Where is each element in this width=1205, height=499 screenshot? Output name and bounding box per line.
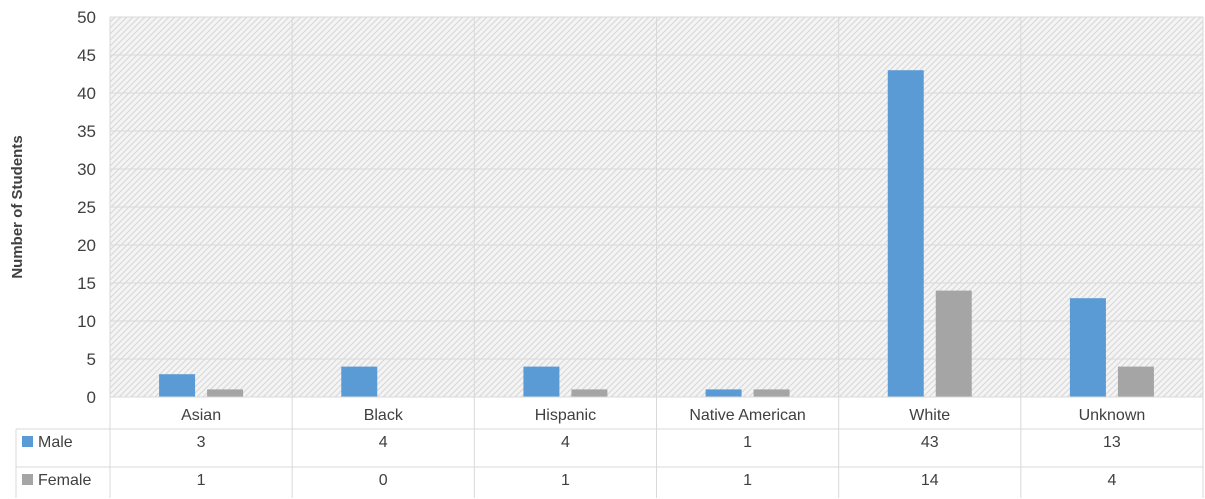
y-axis-label: Number of Students	[9, 135, 26, 278]
category-label: Asian	[181, 407, 221, 424]
y-tick-label: 0	[87, 388, 96, 407]
y-tick-label: 45	[77, 46, 96, 65]
table-cell-female: 0	[379, 472, 388, 489]
data-table: Asian Black Hispanic Native American White Un…	[15, 396, 1204, 499]
bar-male	[705, 389, 742, 397]
bar-male	[1069, 298, 1106, 397]
table-cell-female: 1	[197, 472, 206, 489]
y-tick-label: 15	[77, 274, 96, 293]
legend-key-male	[22, 436, 33, 447]
category-label: Black	[364, 407, 404, 424]
table-cell-female: 14	[921, 472, 939, 489]
bar-female	[753, 389, 790, 397]
table-cell-male: 13	[1103, 434, 1121, 451]
category-label: Unknown	[1079, 407, 1146, 424]
bar-male	[341, 366, 378, 397]
y-tick-label: 5	[87, 350, 96, 369]
gridlines	[109, 16, 1204, 467]
bar-female	[571, 389, 608, 397]
bar-male	[159, 374, 196, 397]
table-cell-female: 1	[743, 472, 752, 489]
bar-female	[207, 389, 244, 397]
y-tick-label: 20	[77, 236, 96, 255]
y-tick-label: 35	[77, 122, 96, 141]
table-cell-male: 4	[379, 434, 388, 451]
legend-label-male: Male	[38, 434, 73, 451]
category-label: Native American	[689, 407, 806, 424]
bar-male	[523, 366, 560, 397]
table-cell-male: 4	[561, 434, 570, 451]
category-label: White	[909, 407, 950, 424]
y-tick-label: 25	[77, 198, 96, 217]
bars	[159, 70, 1154, 397]
bar-female	[935, 290, 972, 397]
bar-male	[887, 70, 924, 397]
y-tick-label: 40	[77, 84, 96, 103]
table-cell-female: 4	[1107, 472, 1116, 489]
table-cell-male: 3	[197, 434, 206, 451]
table-cell-female: 1	[561, 472, 570, 489]
y-axis: 0 5 10 15 20 25 30 35 40 45 50	[77, 8, 96, 407]
table-cell-male: 43	[921, 434, 939, 451]
y-tick-label: 10	[77, 312, 96, 331]
y-tick-label: 30	[77, 160, 96, 179]
legend-label-female: Female	[38, 472, 91, 489]
category-label: Hispanic	[535, 407, 596, 424]
legend-key-female	[22, 474, 33, 485]
bar-female	[1117, 366, 1154, 397]
y-tick-label: 50	[77, 8, 96, 27]
table-cell-male: 1	[743, 434, 752, 451]
